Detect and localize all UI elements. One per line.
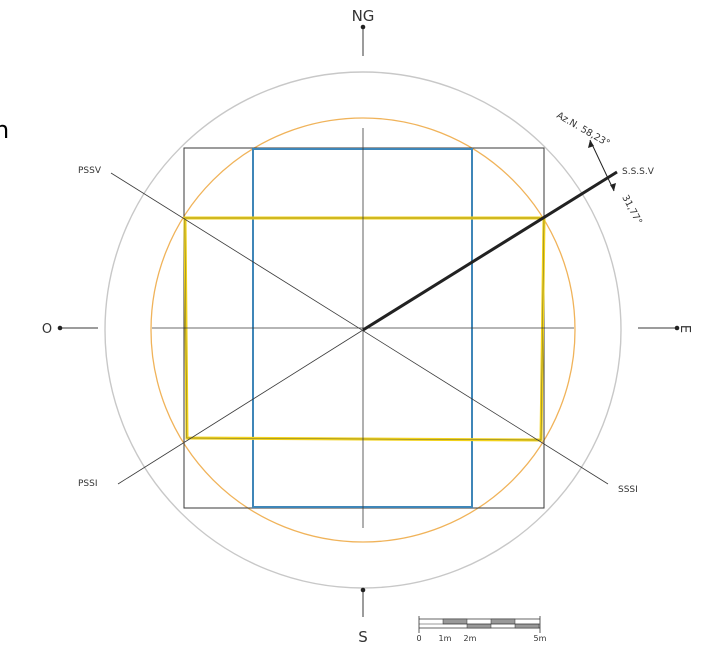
scale-tick-2: 2m [464,634,477,643]
label-east: E [677,325,692,333]
arrow-head-up [588,140,594,148]
label-sssi: SSSI [618,485,638,495]
label-north: NG [352,7,375,25]
label-angle: 31,77° [619,193,644,226]
label-sssv: S.S.S.V [622,167,655,177]
label-azimuth: Az.N. 58,23° [555,110,612,149]
scale-tick-0: 0 [416,634,421,643]
east-dot [674,325,680,331]
diagonal-nw-se [110,172,609,485]
sun-ray-line [362,170,618,332]
margin-letter: n [0,116,10,144]
label-pssi: PSSI [78,479,98,489]
arrow-head-down [610,183,616,191]
south-dot [360,587,366,593]
inner-circle [150,117,576,543]
graphic-scale: 0 1m 2m 5m [416,616,547,643]
scale-tick-1: 1m [439,634,452,643]
label-pssv: PSSV [78,166,102,176]
scale-tick-5: 5m [534,634,547,643]
yellow-rectangle-outline [184,217,545,441]
west-dot [57,325,63,331]
diagonal-sw-center [117,329,364,485]
azimuth-arc-arrow [589,139,615,192]
label-west: O [42,322,52,337]
label-south: S [358,628,368,646]
north-dot [360,24,366,30]
